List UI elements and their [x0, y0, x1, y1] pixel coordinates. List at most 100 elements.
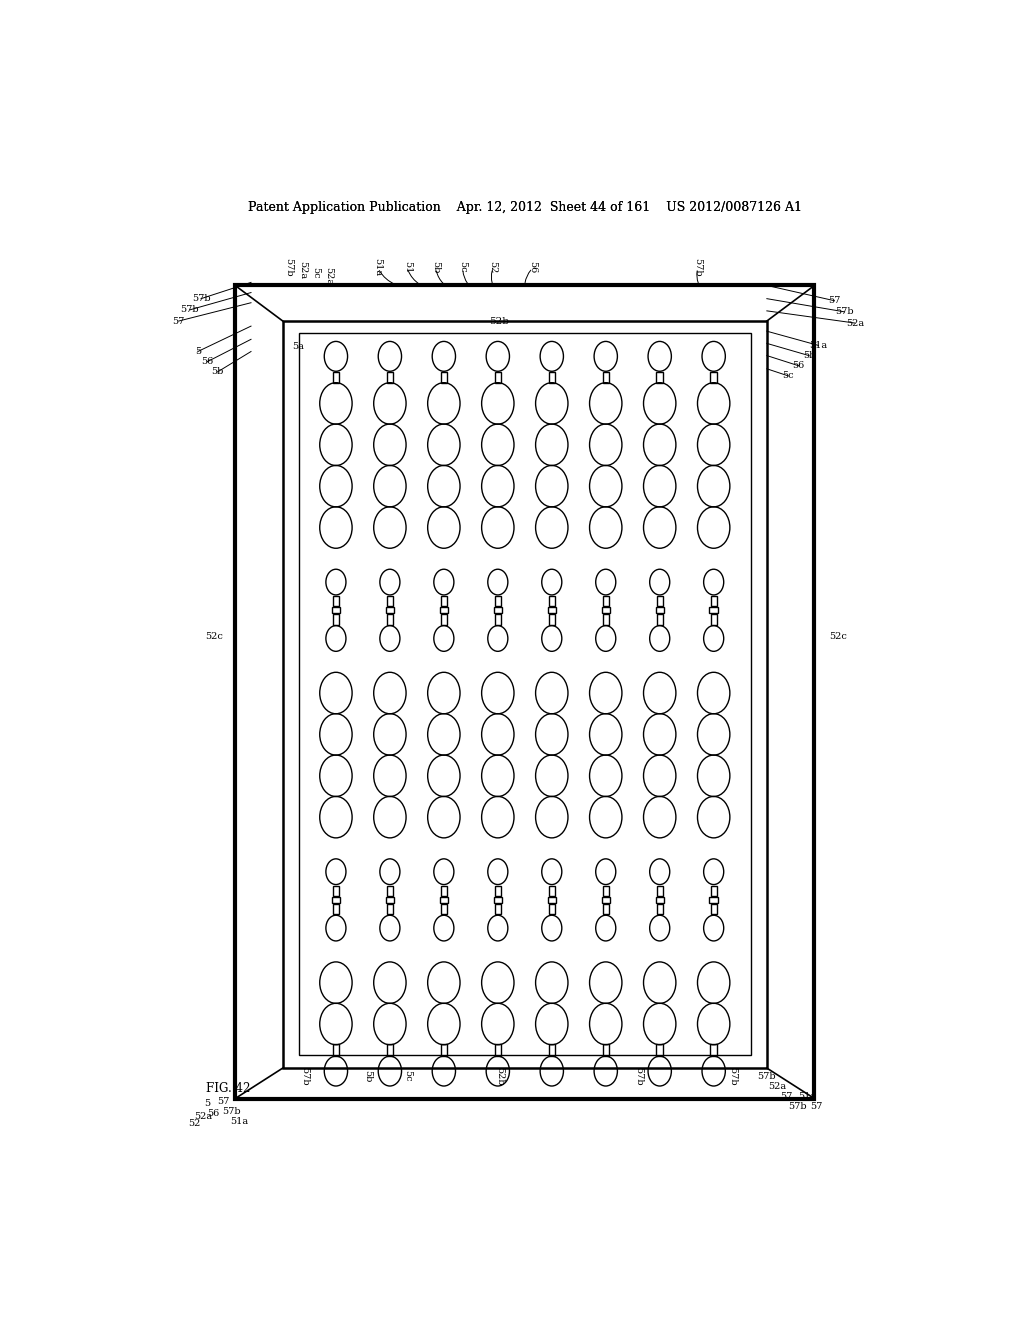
Bar — [601, 607, 610, 614]
Text: 51a: 51a — [799, 1092, 816, 1101]
Bar — [655, 607, 664, 614]
Bar — [656, 372, 663, 383]
Bar — [548, 898, 556, 903]
Bar — [387, 904, 393, 915]
Bar — [603, 904, 609, 915]
Bar — [386, 607, 394, 614]
Bar — [656, 595, 663, 606]
Text: 51: 51 — [402, 261, 412, 273]
Bar — [602, 1044, 609, 1056]
Bar — [333, 886, 339, 896]
Bar — [440, 372, 447, 383]
Bar — [440, 886, 446, 896]
Bar — [549, 1044, 555, 1056]
Bar — [601, 898, 610, 903]
Bar — [333, 595, 339, 606]
Bar — [299, 333, 751, 1055]
Text: 5b: 5b — [431, 261, 440, 273]
Bar — [439, 898, 449, 903]
Bar — [495, 1044, 501, 1056]
Bar — [495, 595, 501, 606]
Bar — [549, 614, 555, 624]
Text: 56: 56 — [208, 1109, 220, 1118]
Text: Patent Application Publication    Apr. 12, 2012  Sheet 44 of 161    US 2012/0087: Patent Application Publication Apr. 12, … — [248, 201, 802, 214]
Text: Patent Application Publication    Apr. 12, 2012  Sheet 44 of 161    US 2012/0087: Patent Application Publication Apr. 12, … — [248, 201, 802, 214]
Text: FIG. 42: FIG. 42 — [206, 1082, 250, 1094]
Bar — [386, 898, 394, 903]
Bar — [236, 285, 814, 1098]
Bar — [549, 904, 555, 915]
Text: 57b: 57b — [836, 308, 854, 317]
Text: 5c: 5c — [459, 261, 467, 273]
Text: 52a: 52a — [195, 1113, 212, 1122]
Bar — [332, 898, 340, 903]
Bar — [655, 898, 664, 903]
Text: 57b: 57b — [728, 1067, 737, 1085]
Bar — [495, 372, 501, 383]
Bar — [602, 372, 609, 383]
Text: 5b: 5b — [212, 367, 224, 376]
Text: 57b: 57b — [222, 1107, 241, 1117]
Bar — [439, 607, 449, 614]
Text: 52a: 52a — [325, 267, 333, 285]
Bar — [387, 886, 393, 896]
Bar — [711, 595, 717, 606]
Bar — [711, 372, 717, 383]
Bar — [711, 904, 717, 915]
Bar — [495, 886, 501, 896]
Text: 52c: 52c — [205, 631, 222, 640]
Bar — [711, 886, 717, 896]
Text: 57b: 57b — [191, 294, 210, 304]
Text: 5c: 5c — [311, 268, 321, 279]
Bar — [549, 372, 555, 383]
Bar — [711, 1044, 717, 1056]
Bar — [283, 321, 767, 1068]
Bar — [549, 595, 555, 606]
Bar — [333, 614, 339, 624]
Text: 57b: 57b — [180, 305, 200, 314]
Text: 57b: 57b — [693, 257, 702, 276]
Text: 52c: 52c — [829, 631, 847, 640]
Bar — [656, 886, 663, 896]
Text: 57b: 57b — [285, 257, 294, 276]
Text: 52b: 52b — [495, 1067, 504, 1085]
Bar — [333, 1044, 339, 1056]
Text: 57: 57 — [217, 1097, 229, 1106]
Bar — [387, 1044, 393, 1056]
Text: 57b: 57b — [634, 1067, 643, 1085]
Text: 57: 57 — [811, 1102, 823, 1111]
Text: 52: 52 — [188, 1119, 201, 1129]
Bar — [494, 898, 502, 903]
Bar — [603, 886, 609, 896]
Bar — [603, 614, 609, 624]
Bar — [656, 614, 663, 624]
Text: 5c: 5c — [782, 371, 794, 380]
Bar — [440, 904, 446, 915]
Text: 51a: 51a — [374, 259, 383, 276]
Bar — [333, 372, 339, 383]
Text: 56: 56 — [793, 362, 805, 370]
Text: 57b: 57b — [787, 1102, 806, 1111]
Text: 57b: 57b — [758, 1072, 776, 1081]
Bar — [549, 886, 555, 896]
Text: 57: 57 — [173, 317, 185, 326]
Text: 5b: 5b — [364, 1071, 372, 1082]
Bar — [494, 607, 502, 614]
Text: 57: 57 — [780, 1092, 793, 1101]
Text: 52b: 52b — [489, 317, 509, 326]
Bar — [711, 614, 717, 624]
Text: 5: 5 — [205, 1100, 210, 1109]
Text: 57b: 57b — [300, 1067, 309, 1085]
Bar — [387, 372, 393, 383]
Bar — [332, 607, 340, 614]
Bar — [440, 1044, 447, 1056]
Bar — [387, 595, 393, 606]
Bar — [387, 614, 393, 624]
Text: 5a: 5a — [293, 342, 304, 351]
Bar — [440, 614, 446, 624]
Text: 52a: 52a — [846, 318, 864, 327]
Text: 56: 56 — [202, 358, 213, 366]
Text: 56: 56 — [528, 261, 538, 273]
Text: 5: 5 — [195, 347, 201, 356]
Text: 52a: 52a — [768, 1082, 786, 1090]
